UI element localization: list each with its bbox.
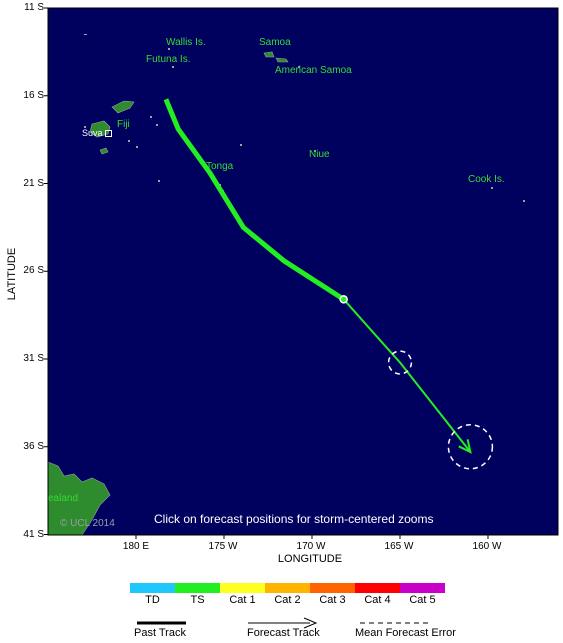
past-track-line xyxy=(163,98,346,302)
forecast-track-line xyxy=(342,298,472,453)
lat-tick-label: 11 S xyxy=(24,2,44,13)
place-cook: Cook Is. xyxy=(468,174,505,185)
mean-error-label: Mean Forecast Error xyxy=(355,627,456,639)
lat-tick-label: 16 S xyxy=(23,90,44,101)
legend-swatch-cat4 xyxy=(355,583,400,593)
legend-label-cat5: Cat 5 xyxy=(409,594,436,606)
lon-tick-label: 160 W xyxy=(472,541,502,552)
forecast-arrow-sample xyxy=(303,617,318,629)
lon-tick-label: 170 W xyxy=(296,541,326,552)
lat-tick-label: 31 S xyxy=(23,353,44,364)
islands xyxy=(47,51,289,536)
place-samoa: Samoa xyxy=(259,37,291,48)
lat-tick-label: 41 S xyxy=(23,529,44,540)
current-position-marker[interactable] xyxy=(339,295,348,304)
past-track-label: Past Track xyxy=(134,627,186,639)
legend-swatch-cat1 xyxy=(220,583,265,593)
place-suva: Suva xyxy=(82,128,103,138)
lon-tick-label: 180 E xyxy=(122,541,150,552)
place-niue: Niue xyxy=(309,149,330,160)
forecast-error-circle[interactable] xyxy=(387,350,413,375)
legend-label-cat4: Cat 4 xyxy=(364,594,391,606)
legend-label-ts: TS xyxy=(190,594,205,606)
place-fiji: Fiji xyxy=(117,119,130,130)
fiji-vanua-levu xyxy=(111,100,135,114)
fiji-kadavu xyxy=(99,147,109,155)
track-layer xyxy=(163,98,494,470)
legend-label-cat1: Cat 1 xyxy=(229,594,256,606)
longitude-axis-label: LONGITUDE xyxy=(277,553,343,565)
legend-swatch-cat5 xyxy=(400,583,445,593)
lon-tick-label: 175 W xyxy=(208,541,238,552)
lat-tick-label: 36 S xyxy=(23,441,44,452)
place-american-samoa: American Samoa xyxy=(275,65,352,76)
forecast-track-label: Forecast Track xyxy=(247,627,320,639)
lon-tick-label: 165 W xyxy=(384,541,414,552)
suva-marker xyxy=(105,130,112,137)
place-new-zealand: ealand xyxy=(48,493,79,504)
samoa-upolu xyxy=(275,57,289,63)
legend-label-td: TD xyxy=(145,594,160,606)
legend-swatch-cat3 xyxy=(310,583,355,593)
forecast-error-circle[interactable] xyxy=(447,424,494,470)
lat-tick-label: 21 S xyxy=(23,178,44,189)
copyright-notice: © UCL 2014 xyxy=(60,518,115,529)
zoom-instruction: Click on forecast positions for storm-ce… xyxy=(154,512,434,526)
legend-label-cat2: Cat 2 xyxy=(274,594,301,606)
legend-swatch-ts xyxy=(175,583,220,593)
tick-marks xyxy=(44,7,489,539)
place-tonga: Tonga xyxy=(206,161,234,172)
legend-swatch-td xyxy=(130,583,175,593)
place-wallis: Wallis Is. xyxy=(166,37,206,48)
legend-label-cat3: Cat 3 xyxy=(319,594,346,606)
latitude-axis-label: LATITUDE xyxy=(6,247,18,301)
samoa-savaii xyxy=(263,51,275,58)
legend-swatch-cat2 xyxy=(265,583,310,593)
place-futuna: Futuna Is. xyxy=(146,54,191,65)
lat-tick-label: 26 S xyxy=(23,265,44,276)
forecast-arrow-head xyxy=(458,439,472,454)
